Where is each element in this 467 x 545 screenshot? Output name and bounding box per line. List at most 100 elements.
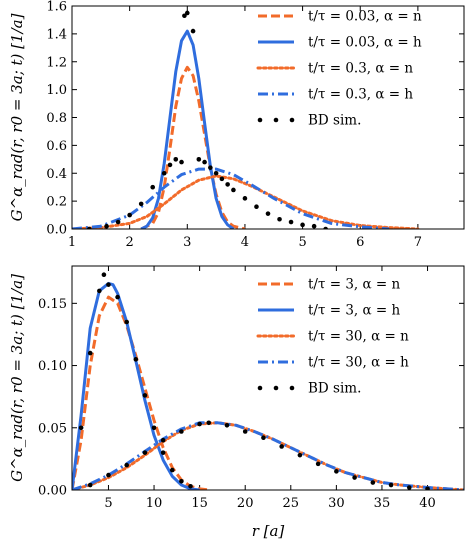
- bd-sim-point: [87, 350, 93, 356]
- bd-sim-point: [78, 425, 84, 431]
- x-tick-label: 35: [374, 496, 391, 511]
- bottom-panel: 5 10 15 20 25 30 35 40 0.00 0.05 0.10 0.15 t/τ = 3, …: [8, 265, 465, 540]
- legend-label: t/τ = 0.03, α = h: [308, 35, 422, 51]
- bd-sim-point: [160, 450, 166, 455]
- y-tick-label: 0.2: [46, 195, 67, 210]
- legend-label: BD sim.: [308, 113, 361, 129]
- bd-sim-point: [297, 452, 303, 458]
- legend-marker: [289, 385, 295, 391]
- y-tick-label: 1.2: [46, 55, 67, 70]
- series-line: [72, 174, 420, 229]
- bd-sim-point: [311, 223, 317, 229]
- series-line: [72, 421, 464, 490]
- x-tick-label: 30: [328, 496, 345, 511]
- bd-sim-point: [184, 10, 190, 16]
- bd-sim-point: [277, 216, 282, 222]
- bd-sim-point: [219, 176, 225, 182]
- legend: t/τ = 0.03, α = n t/τ = 0.03, α = h t/τ = …: [256, 9, 422, 129]
- bd-sim-point: [323, 226, 328, 229]
- plot-area: [72, 10, 420, 229]
- y-tick-label: 1.6: [46, 0, 67, 15]
- bd-sim-point: [197, 421, 202, 427]
- x-tick-label: 6: [356, 235, 364, 250]
- x-tick-label: 1: [68, 235, 76, 250]
- bd-sim-point: [206, 420, 212, 426]
- bd-sim-point: [150, 184, 156, 190]
- bd-sim-point: [288, 219, 294, 225]
- x-tick-label: 2: [126, 235, 134, 250]
- x-tick-label: 3: [183, 235, 191, 250]
- bd-sim-point: [231, 187, 236, 193]
- legend-label: t/τ = 30, α = h: [308, 355, 409, 371]
- y-tick-label: 1.0: [46, 83, 67, 98]
- bd-sim-point: [179, 478, 184, 484]
- bd-sim-point: [224, 422, 230, 428]
- legend-marker: [257, 385, 263, 391]
- bd-sim-point: [279, 444, 284, 449]
- y-tick-label: 0.8: [46, 111, 67, 126]
- bd-sim-point: [213, 170, 219, 176]
- legend-marker: [257, 117, 263, 123]
- x-tick-label: 7: [414, 235, 422, 250]
- bd-sim-point: [104, 223, 109, 229]
- axis-ticks: 5 10 15 20 25 30 35 40 0.00 0.05 0.10 0.15: [38, 266, 464, 511]
- bd-sim-point: [254, 204, 259, 209]
- y-tick-label: 1.4: [46, 27, 67, 42]
- bd-sim-point: [167, 162, 173, 168]
- bd-sim-point: [188, 483, 193, 489]
- plot-area: [72, 272, 464, 490]
- bd-sim-point: [242, 196, 248, 201]
- bd-sim-point: [86, 226, 92, 229]
- legend: t/τ = 3, α = n t/τ = 3, α = h t/τ = 30, α …: [256, 277, 409, 397]
- y-tick-label: 0.15: [38, 297, 67, 312]
- bd-sim-point: [202, 159, 207, 165]
- bd-sim-point: [315, 461, 321, 467]
- bd-sim-point: [101, 272, 107, 278]
- legend-label: t/τ = 0.3, α = h: [308, 87, 413, 103]
- x-tick-label: 40: [419, 496, 436, 511]
- legend-label: t/τ = 30, α = n: [308, 329, 409, 345]
- bd-sim-point: [225, 182, 230, 187]
- bd-sim-point: [300, 222, 305, 228]
- axes-frame: [71, 265, 465, 491]
- bd-sim-point: [370, 480, 376, 485]
- bd-sim-point: [106, 472, 111, 478]
- bd-sim-point: [151, 425, 157, 431]
- series-line: [72, 281, 200, 490]
- bd-sim-point: [97, 288, 102, 294]
- bd-sim-point: [179, 429, 184, 434]
- x-tick-label: 25: [283, 496, 300, 511]
- y-axis-label: G^α_rad(r, r0 = 3a; t) [1/a]: [8, 274, 26, 482]
- series-line: [140, 29, 235, 229]
- series-line: [72, 295, 209, 490]
- bd-sim-point: [161, 170, 167, 176]
- x-tick-label: 5: [298, 235, 306, 250]
- legend-label: t/τ = 3, α = h: [308, 303, 401, 319]
- bd-sim-point: [388, 482, 394, 488]
- legend-label: t/τ = 3, α = n: [308, 277, 401, 293]
- x-tick-label: 10: [146, 496, 163, 511]
- series-line: [140, 65, 246, 229]
- legend-label: BD sim.: [308, 381, 361, 397]
- axis-ticks: 1 2 3 4 5 6 7 0.0 0.2 0.4 0.6 0.8 1.0 1.2 1.4 1.6: [46, 0, 464, 250]
- x-tick-label: 5: [104, 496, 112, 511]
- bd-sim-point: [160, 437, 166, 443]
- bd-sim-point: [169, 467, 175, 473]
- bd-sim-point: [115, 219, 121, 225]
- bd-sim-point: [179, 159, 184, 165]
- bd-sim-point: [142, 450, 148, 455]
- bd-sim-point: [133, 357, 139, 362]
- y-tick-label: 0.4: [46, 167, 67, 182]
- bd-sim-point: [138, 201, 144, 207]
- bd-sim-point: [87, 482, 93, 488]
- y-tick-label: 0.0: [46, 223, 67, 238]
- bd-sim-point: [142, 393, 148, 398]
- bd-sim-point: [407, 485, 412, 490]
- series-line: [72, 167, 390, 229]
- bd-sim-point: [182, 13, 187, 19]
- bd-sim-point: [196, 157, 202, 162]
- legend-label: t/τ = 0.03, α = n: [308, 9, 422, 25]
- legend-marker: [273, 385, 279, 391]
- legend-marker: [273, 117, 279, 123]
- bd-sim-point: [127, 212, 132, 218]
